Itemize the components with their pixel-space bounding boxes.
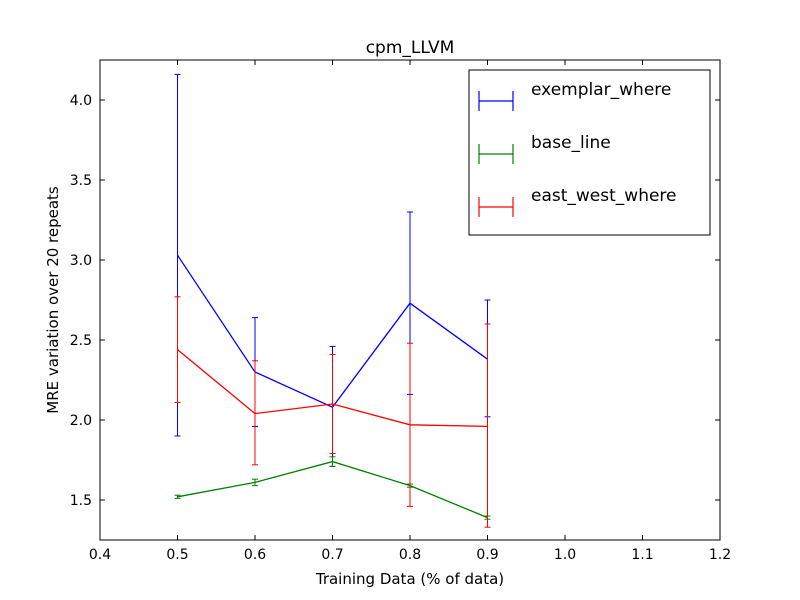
x-tick-label: 0.7 — [321, 547, 343, 563]
x-tick-label: 1.0 — [554, 547, 576, 563]
y-axis: 1.5 2.0 2.5 3.0 3.5 4.0 — [70, 93, 720, 509]
y-tick-label: 4.0 — [70, 93, 92, 109]
x-tick-label: 0.4 — [89, 547, 111, 563]
x-tick-label: 0.8 — [399, 547, 421, 563]
chart-title: cpm_LLVM — [366, 38, 455, 58]
x-tick-label: 1.1 — [631, 547, 653, 563]
x-tick-label: 0.9 — [476, 547, 498, 563]
legend-label: base_line — [531, 133, 611, 153]
x-tick-label: 0.6 — [244, 547, 266, 563]
y-tick-label: 1.5 — [70, 493, 92, 509]
x-axis-label: Training Data (% of data) — [315, 570, 504, 588]
y-axis-label: MRE variation over 20 repeats — [44, 186, 62, 414]
y-tick-label: 3.5 — [70, 173, 92, 189]
series-east_west_where — [174, 296, 491, 528]
legend: exemplar_where base_line east_west_where — [468, 69, 711, 236]
series-line — [177, 349, 488, 428]
x-axis: 0.4 0.5 0.6 0.7 0.8 0.9 1.0 1.1 1.2 — [89, 60, 731, 563]
plot-area — [174, 73, 491, 528]
y-tick-label: 2.5 — [70, 333, 92, 349]
legend-label: exemplar_where — [531, 80, 671, 100]
y-tick-label: 3.0 — [70, 253, 92, 269]
series-line — [177, 460, 488, 519]
x-tick-label: 1.2 — [709, 547, 731, 563]
y-tick-label: 2.0 — [70, 413, 92, 429]
legend-label: east_west_where — [531, 186, 677, 206]
x-tick-label: 0.5 — [166, 547, 188, 563]
